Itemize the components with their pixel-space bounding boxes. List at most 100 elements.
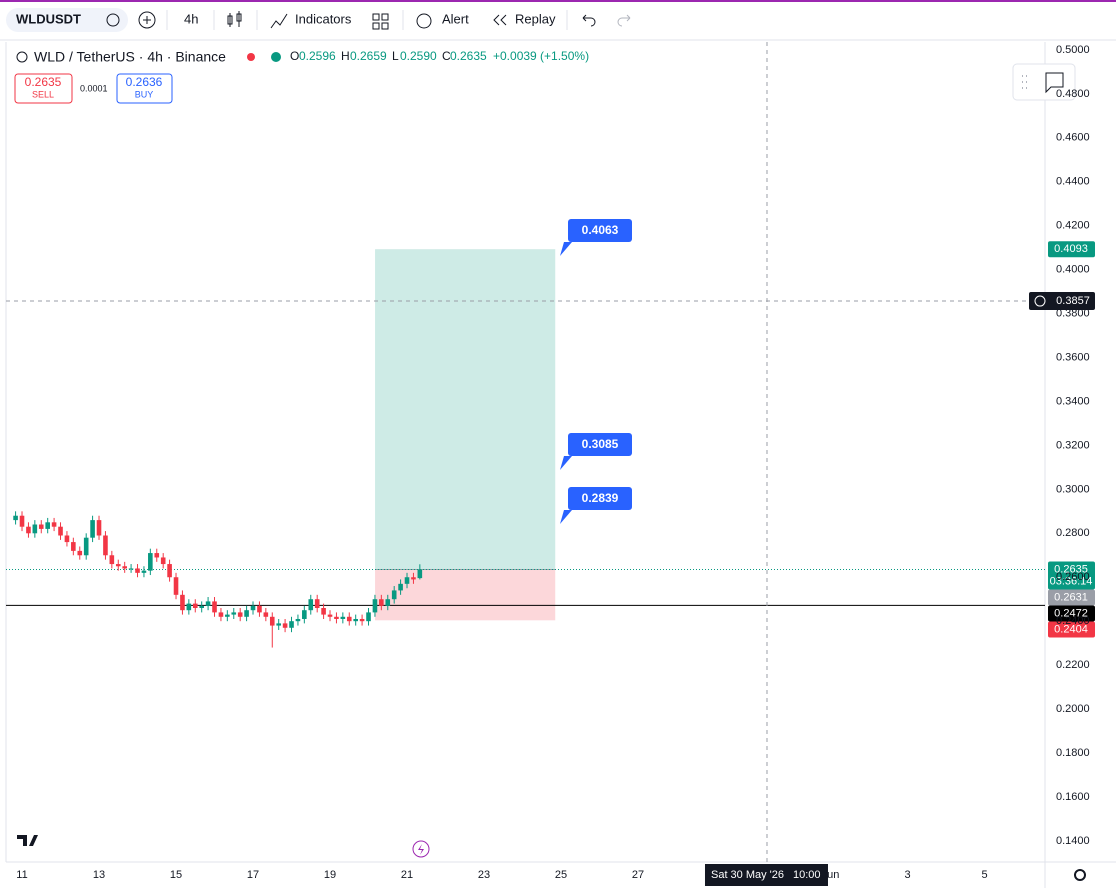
y-tick-label: 0.3400 (1056, 395, 1090, 407)
buy-button[interactable] (116, 73, 173, 104)
callout: 0.4063 (560, 219, 632, 256)
candle-body (334, 616, 339, 619)
candle-body (327, 614, 333, 617)
callout: 0.3085 (560, 433, 632, 470)
price-label (1048, 589, 1095, 606)
data-status (271, 52, 281, 62)
sell-price[interactable]: 0.2635 (25, 75, 62, 89)
candle-body (321, 608, 326, 615)
ohlc-label: C (442, 49, 451, 63)
x-tick-label: 19 (324, 869, 336, 881)
symbol-logo (16, 51, 28, 63)
candle-body (359, 618, 365, 622)
y-tick-label: 0.4800 (1056, 88, 1090, 100)
ohlc-label: O (290, 49, 299, 63)
candle-body (340, 616, 346, 619)
price-label-text: 0.4093 (1054, 243, 1088, 255)
callout: 0.2839 (560, 487, 632, 524)
candle-body (257, 605, 262, 613)
y-tick-label: 0.1600 (1056, 791, 1090, 803)
settings-icon[interactable] (1074, 869, 1086, 881)
sell-label[interactable]: SELL (32, 89, 54, 99)
callout-tail (560, 456, 572, 470)
comment-icon[interactable] (1045, 72, 1064, 94)
alert-button[interactable]: Alert (442, 11, 469, 26)
redo-icon[interactable] (617, 14, 631, 27)
replay-button[interactable]: Replay (515, 11, 556, 26)
chart-type-icon[interactable] (227, 11, 242, 27)
top-border (0, 0, 1116, 2)
undo-icon[interactable] (582, 14, 596, 27)
countdown: 03:36:14 (1050, 575, 1093, 587)
market-status (247, 53, 255, 61)
candle-body (173, 577, 179, 595)
price-label (1048, 605, 1095, 622)
x-tick-label: 17 (247, 869, 259, 881)
candle-body (96, 520, 102, 536)
candle-body (366, 612, 371, 622)
price-label-text: 0.2404 (1054, 623, 1088, 635)
sell-button[interactable] (14, 73, 73, 104)
candle-body (128, 568, 134, 570)
x-tick-label: 15 (170, 869, 182, 881)
x-tick-label: Jun (822, 869, 840, 881)
events-icon[interactable] (412, 840, 430, 858)
compare-icon[interactable] (106, 13, 120, 27)
x-tick-label: 3 (904, 869, 910, 881)
add-symbol-icon[interactable] (138, 11, 156, 29)
candle-body (212, 601, 217, 613)
candle-body (141, 570, 147, 573)
change: +0.0039 (+1.50%) (493, 49, 589, 63)
candle-body (51, 522, 57, 527)
candle-body (90, 520, 95, 538)
candle-body (417, 569, 423, 579)
candle-body (135, 568, 140, 573)
loss-zone (375, 569, 556, 621)
candle-body (160, 557, 166, 565)
layouts-icon[interactable] (372, 13, 389, 30)
buy-price[interactable]: 0.2636 (126, 75, 163, 89)
candle-body (289, 621, 294, 628)
x-tick-label: 11 (16, 869, 27, 881)
candle-body (205, 601, 211, 606)
symbol-search[interactable] (6, 8, 128, 32)
price-label (1048, 241, 1095, 258)
callout-label: 0.4063 (582, 223, 619, 237)
candle-body (19, 515, 25, 527)
replay-icon[interactable] (493, 14, 507, 26)
candle-body (372, 599, 378, 613)
y-tick-label: 0.3200 (1056, 439, 1090, 451)
candle-body (391, 590, 397, 600)
candle-body (115, 564, 121, 567)
indicators-button[interactable]: Indicators (295, 11, 352, 26)
y-tick-label: 0.2600 (1056, 571, 1090, 583)
crosshair-date: Sat 30 May '26 (711, 869, 784, 881)
buy-label[interactable]: BUY (135, 89, 154, 99)
candle-body (398, 583, 403, 591)
drag-handle[interactable] (1022, 75, 1027, 89)
candle-body (192, 603, 198, 609)
ohlc-value: 0.2590 (400, 49, 437, 63)
candle-body (64, 535, 70, 543)
ohlc-value: 0.2596 (299, 49, 336, 63)
crosshair-time: 10:00 (793, 869, 821, 881)
candle-body (148, 553, 153, 571)
tv-logo[interactable] (17, 835, 38, 846)
callout-tail (560, 510, 572, 524)
price-label-text: 0.2472 (1054, 607, 1088, 619)
indicators-icon[interactable] (270, 13, 288, 29)
candle-body (154, 553, 160, 558)
callout-box (568, 433, 632, 456)
add-alert-icon[interactable] (1034, 295, 1046, 307)
y-tick-label: 0.4600 (1056, 132, 1090, 144)
candle-body (282, 623, 288, 628)
candle-body (237, 612, 243, 617)
alert-icon[interactable] (416, 13, 432, 29)
candle-body (314, 599, 320, 609)
y-tick-label: 0.2200 (1056, 659, 1090, 671)
interval[interactable]: 4h (184, 11, 198, 26)
symbol[interactable]: WLDUSDT (16, 11, 81, 26)
plus (143, 16, 151, 24)
callout-tail (560, 242, 572, 256)
ohlc-label: L (392, 49, 399, 63)
